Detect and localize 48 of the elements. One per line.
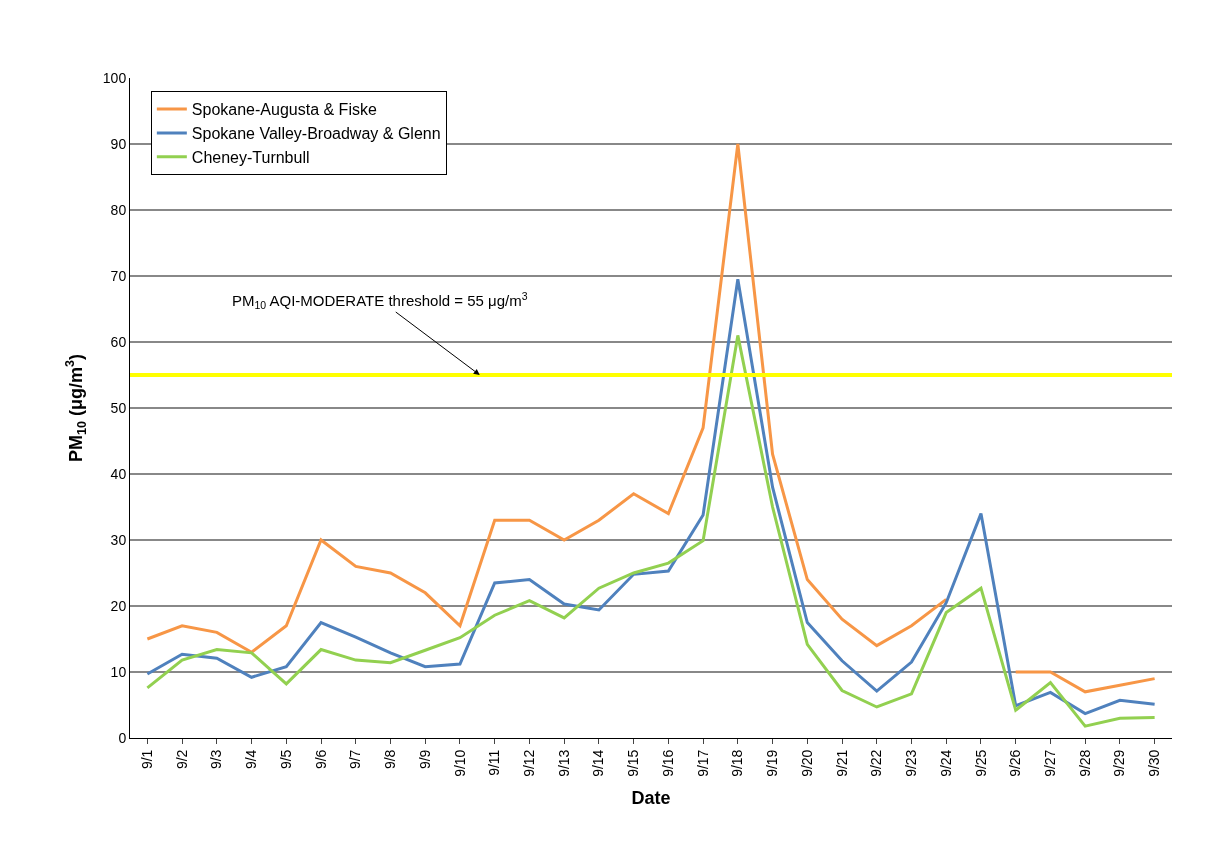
legend-label: Cheney-Turnbull [191,148,310,166]
x-tick-label: 9/30 [1146,749,1163,777]
y-tick-label: 50 [110,399,127,416]
x-tick-label: 9/4 [243,749,260,770]
ref-line-label: PM$_{10}$ AQI-MODERATE threshold = 55 μg/m$^{3}$ [232,290,528,312]
x-tick-label: 9/10 [451,749,468,777]
x-tick-label: 9/2 [173,749,190,770]
line-series [145,277,1157,716]
x-tick-label: 9/12 [520,749,537,777]
x-tick-label: 9/21 [833,749,850,777]
y-tick-label: 20 [110,597,127,614]
x-tick-label: 9/17 [694,749,711,777]
y-tick-label: 100 [102,69,127,86]
y-tick-label: 30 [110,531,127,548]
x-tick-label: 9/1 [138,749,155,770]
x-tick-label: 9/28 [1076,749,1093,777]
x-tick-label: 9/27 [1041,749,1058,777]
y-tick-label: 80 [110,201,127,218]
x-tick-label: 9/22 [868,749,885,777]
x-tick-label: 9/6 [312,749,329,770]
x-tick-label: 9/23 [903,749,920,777]
y-tick-label: 70 [110,267,127,284]
legend-label: Spokane-Augusta & Fiske [191,101,377,119]
y-tick-label: 60 [110,333,127,350]
x-tick-label: 9/14 [590,749,607,777]
x-tick-label: 9/25 [972,749,989,777]
x-tick-label: 9/15 [625,749,642,777]
x-tick-label: 9/19 [764,749,781,777]
x-tick-label: 9/26 [1007,749,1024,777]
x-tick-label: 9/11 [486,749,503,776]
x-tick-label: 9/24 [937,749,954,777]
x-tick-label: 9/3 [208,749,225,770]
x-tick-label: 9/8 [382,749,399,770]
y-tick-label: 40 [110,465,127,482]
x-tick-label: 9/9 [416,749,433,770]
x-tick-label: 9/20 [798,749,815,777]
x-tick-label: 9/7 [347,749,364,770]
legend-label: Spokane Valley-Broadway & Glenn [191,125,441,143]
y-tick-label: 10 [110,663,127,680]
x-tick-label: 9/5 [277,749,294,770]
x-tick-label: 9/18 [729,749,746,777]
x-axis-title: Date [631,787,671,808]
y-tick-label: 90 [110,135,127,152]
x-tick-label: 9/16 [659,749,676,777]
y-tick-label: 0 [118,729,127,746]
x-tick-label: 9/13 [555,749,572,777]
line-series [145,333,1157,728]
x-tick-label: 9/29 [1111,749,1128,777]
